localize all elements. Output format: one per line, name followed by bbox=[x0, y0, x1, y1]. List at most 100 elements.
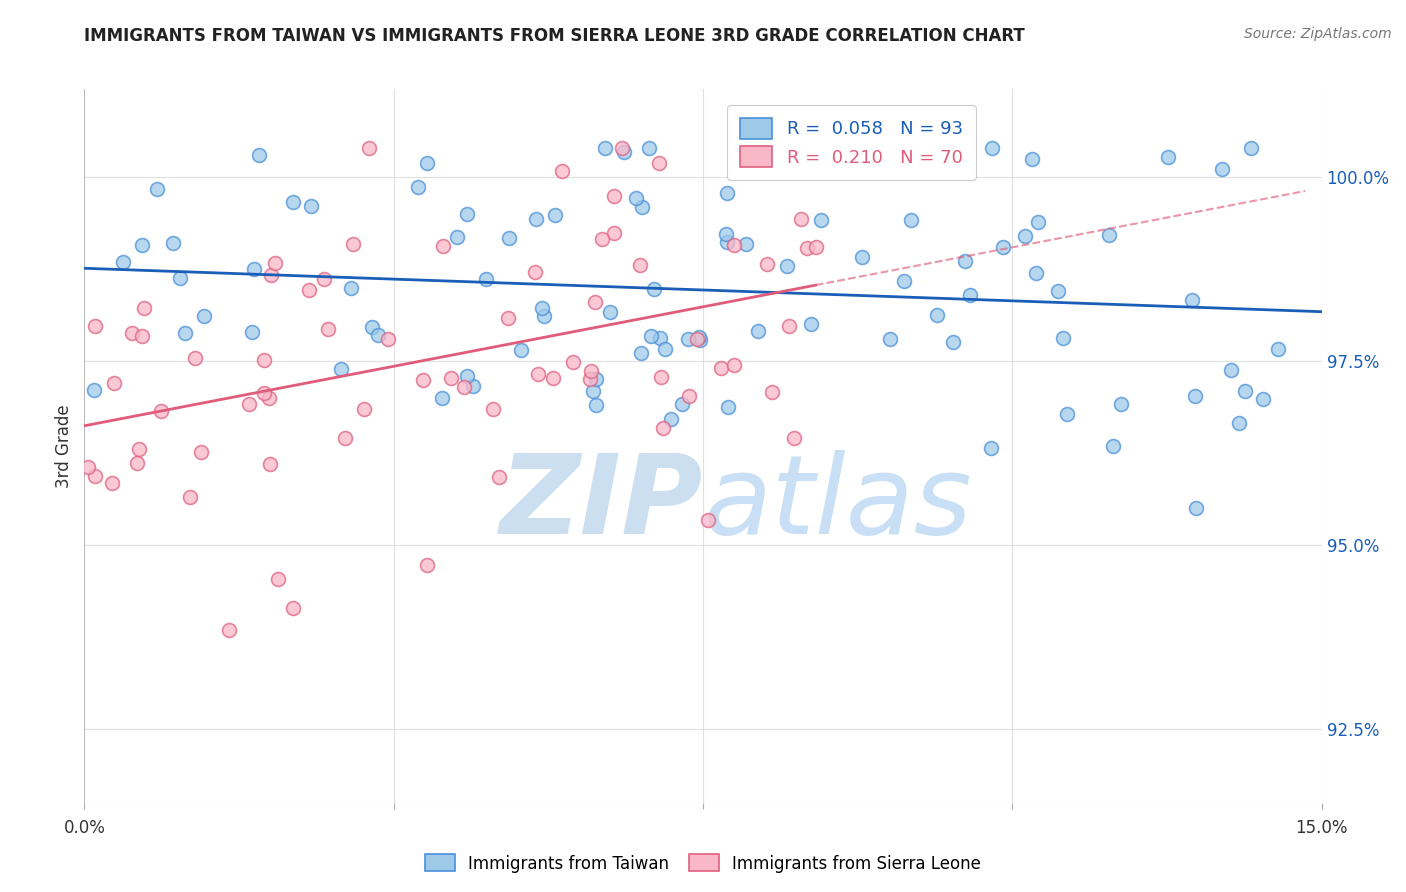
Point bbox=[488, 470, 510, 484]
Point bbox=[925, 308, 948, 322]
Point bbox=[131, 329, 153, 343]
Point bbox=[131, 237, 153, 252]
Point bbox=[77, 460, 100, 475]
Text: ZIP: ZIP bbox=[499, 450, 703, 557]
Point bbox=[543, 371, 565, 385]
Point bbox=[238, 397, 260, 411]
Point bbox=[84, 469, 107, 483]
Point bbox=[415, 558, 437, 573]
Point bbox=[1111, 397, 1133, 411]
Point bbox=[1021, 153, 1043, 167]
Text: Source: ZipAtlas.com: Source: ZipAtlas.com bbox=[1244, 27, 1392, 41]
Point bbox=[551, 164, 574, 178]
Text: IMMIGRANTS FROM TAIWAN VS IMMIGRANTS FROM SIERRA LEONE 3RD GRADE CORRELATION CHA: IMMIGRANTS FROM TAIWAN VS IMMIGRANTS FRO… bbox=[84, 27, 1025, 45]
Point bbox=[174, 326, 197, 340]
Point bbox=[661, 412, 683, 426]
Point bbox=[432, 239, 454, 253]
Point bbox=[243, 262, 266, 277]
Point bbox=[647, 156, 669, 170]
Point bbox=[624, 191, 647, 205]
Point bbox=[613, 145, 636, 160]
Point bbox=[723, 237, 745, 252]
Point bbox=[603, 188, 626, 202]
Point bbox=[686, 332, 709, 346]
Point bbox=[218, 624, 240, 638]
Point bbox=[179, 490, 201, 504]
Point bbox=[717, 401, 740, 415]
Point bbox=[416, 156, 439, 170]
Point bbox=[638, 141, 661, 155]
Point bbox=[1025, 266, 1047, 280]
Point bbox=[585, 372, 607, 386]
Point bbox=[1227, 416, 1250, 430]
Point bbox=[257, 391, 280, 405]
Point bbox=[1102, 439, 1125, 453]
Point bbox=[790, 211, 813, 226]
Text: 15.0%: 15.0% bbox=[1295, 819, 1348, 837]
Point bbox=[905, 141, 928, 155]
Point bbox=[630, 200, 652, 214]
Point bbox=[755, 257, 778, 271]
Point bbox=[778, 318, 800, 333]
Point bbox=[697, 513, 720, 527]
Point bbox=[755, 141, 778, 155]
Point bbox=[259, 457, 281, 471]
Point bbox=[498, 231, 520, 245]
Point bbox=[689, 334, 711, 348]
Point bbox=[101, 475, 124, 490]
Text: atlas: atlas bbox=[703, 450, 972, 557]
Point bbox=[463, 378, 485, 392]
Point bbox=[1211, 161, 1233, 176]
Point bbox=[643, 281, 665, 295]
Point bbox=[440, 371, 463, 385]
Point bbox=[430, 391, 453, 405]
Point bbox=[591, 232, 613, 246]
Point bbox=[1097, 228, 1119, 243]
Point bbox=[593, 141, 616, 155]
Point bbox=[910, 141, 932, 155]
Point bbox=[1267, 342, 1289, 356]
Point bbox=[125, 456, 148, 470]
Legend: Immigrants from Taiwan, Immigrants from Sierra Leone: Immigrants from Taiwan, Immigrants from … bbox=[418, 847, 988, 880]
Point bbox=[475, 272, 498, 286]
Point bbox=[523, 265, 546, 279]
Point bbox=[582, 384, 605, 399]
Point bbox=[579, 364, 602, 378]
Point bbox=[603, 226, 626, 240]
Point bbox=[446, 230, 468, 244]
Point bbox=[150, 403, 173, 417]
Point bbox=[1233, 384, 1256, 399]
Point bbox=[942, 335, 965, 350]
Point bbox=[527, 367, 550, 381]
Point bbox=[734, 236, 756, 251]
Point bbox=[456, 207, 478, 221]
Point bbox=[747, 325, 769, 339]
Point bbox=[804, 240, 827, 254]
Point bbox=[342, 236, 364, 251]
Point bbox=[1047, 284, 1070, 298]
Point bbox=[316, 321, 339, 335]
Point bbox=[169, 270, 191, 285]
Point bbox=[530, 301, 553, 315]
Point bbox=[266, 573, 288, 587]
Point bbox=[1184, 501, 1206, 516]
Point bbox=[640, 328, 662, 343]
Point bbox=[298, 283, 321, 297]
Point bbox=[533, 309, 555, 323]
Point bbox=[184, 351, 207, 365]
Point bbox=[253, 386, 276, 401]
Point bbox=[716, 235, 738, 249]
Point bbox=[678, 389, 700, 403]
Point bbox=[583, 294, 606, 309]
Point bbox=[599, 305, 621, 319]
Point bbox=[980, 441, 1002, 455]
Point bbox=[314, 272, 336, 286]
Point bbox=[676, 332, 699, 346]
Point bbox=[103, 376, 125, 390]
Point bbox=[1220, 362, 1243, 376]
Point bbox=[1181, 293, 1204, 307]
Point bbox=[959, 287, 981, 301]
Point bbox=[456, 368, 478, 383]
Point bbox=[610, 141, 633, 155]
Point bbox=[299, 199, 322, 213]
